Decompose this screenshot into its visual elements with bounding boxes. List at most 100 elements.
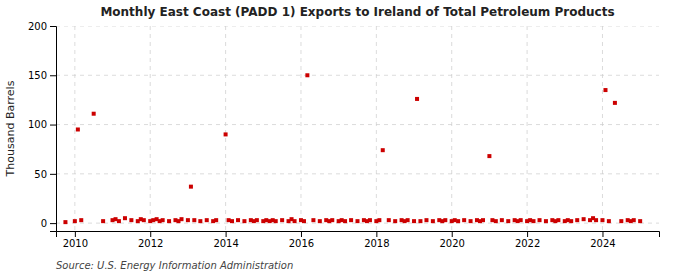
chart-container: 2010 2012 2014 2016 2018 2020 2022 2024 0 50 100 15… — [0, 0, 675, 275]
point — [415, 97, 419, 101]
point — [487, 154, 491, 158]
x-tick: 2014 — [213, 231, 238, 249]
x-axis-line — [57, 232, 660, 238]
point — [255, 218, 259, 222]
point — [302, 219, 306, 223]
point — [205, 218, 209, 222]
point — [613, 101, 617, 105]
y-tick: 0 — [41, 218, 56, 229]
title: Monthly East Coast (PADD 1) Exports to I… — [100, 5, 614, 19]
point — [594, 218, 598, 222]
point — [556, 218, 560, 222]
point — [129, 218, 133, 222]
point — [456, 219, 460, 223]
point — [192, 218, 196, 222]
annotation: Source: U.S. Energy Information Administ… — [56, 260, 293, 271]
point — [73, 219, 77, 223]
point — [393, 219, 397, 223]
point — [167, 219, 171, 223]
x-tick: 2010 — [63, 231, 88, 249]
point — [607, 219, 611, 223]
x-tick: 2020 — [439, 231, 464, 249]
point — [311, 218, 315, 222]
y-tick-label: 150 — [28, 70, 47, 81]
y-tick: 150 — [28, 70, 56, 81]
point — [532, 219, 536, 223]
point — [387, 218, 391, 222]
x-tick-label: 2010 — [63, 238, 88, 249]
point — [343, 219, 347, 223]
x-tick-mark — [150, 231, 151, 237]
point — [236, 218, 240, 222]
point — [230, 219, 234, 223]
point — [142, 218, 146, 222]
y-grid-line — [56, 75, 659, 76]
x-tick-label: 2012 — [138, 238, 163, 249]
point — [274, 219, 278, 223]
x-tick-mark — [301, 231, 302, 237]
y-tick-mark — [50, 223, 56, 224]
x-axis: 2010 2012 2014 2016 2018 2020 2022 2024 — [57, 231, 660, 249]
x-tick-label: 2018 — [364, 238, 389, 249]
point — [575, 218, 579, 222]
point — [632, 218, 636, 222]
y-tick-label: 100 — [28, 119, 47, 130]
x-grid-line — [225, 26, 226, 231]
y-grid-line — [56, 173, 659, 174]
x-tick-label: 2014 — [213, 238, 238, 249]
y-tick-label: 200 — [28, 21, 47, 32]
y-tick-label: 0 — [41, 218, 47, 229]
point — [76, 127, 80, 131]
y-tick-mark — [50, 174, 56, 175]
x-tick-label: 2016 — [289, 238, 314, 249]
point — [214, 218, 218, 222]
point — [92, 112, 96, 116]
point — [500, 218, 504, 222]
x-tick-mark — [527, 231, 528, 237]
point — [519, 218, 523, 222]
point — [123, 216, 127, 220]
x-grid-line — [300, 26, 301, 231]
point — [424, 218, 428, 222]
x-tick-mark — [452, 231, 453, 237]
point — [418, 219, 422, 223]
point — [377, 218, 381, 222]
grid — [56, 26, 659, 231]
y-axis: 0 50 100 150 200 — [28, 21, 57, 232]
y-tick-mark — [50, 26, 56, 27]
point — [481, 218, 485, 222]
x-tick: 2016 — [289, 231, 314, 249]
x-tick-label: 2022 — [515, 238, 540, 249]
point — [582, 217, 586, 221]
point — [349, 218, 353, 222]
x-grid-line — [150, 26, 151, 231]
y-tick: 50 — [34, 169, 56, 180]
points — [63, 73, 642, 224]
x-grid-line — [602, 26, 603, 231]
y-tick-mark — [50, 75, 56, 76]
point — [330, 218, 334, 222]
point — [368, 218, 372, 222]
point — [242, 219, 246, 223]
point — [161, 218, 165, 222]
x-grid-line — [527, 26, 528, 231]
x-grid-line — [74, 26, 75, 231]
point — [603, 88, 607, 92]
point — [186, 218, 190, 222]
point — [198, 219, 202, 223]
x-tick: 2024 — [590, 231, 615, 249]
point — [79, 218, 83, 222]
point — [117, 219, 121, 223]
x-grid-line — [376, 26, 377, 231]
x-tick-mark — [376, 231, 377, 237]
y-tick: 100 — [28, 119, 56, 130]
x-tick-mark — [602, 231, 603, 237]
point — [101, 219, 105, 223]
y-axis-line — [50, 27, 57, 232]
point — [544, 219, 548, 223]
point — [506, 219, 510, 223]
point — [538, 218, 542, 222]
point — [179, 217, 183, 221]
point — [189, 185, 193, 189]
point — [406, 218, 410, 222]
